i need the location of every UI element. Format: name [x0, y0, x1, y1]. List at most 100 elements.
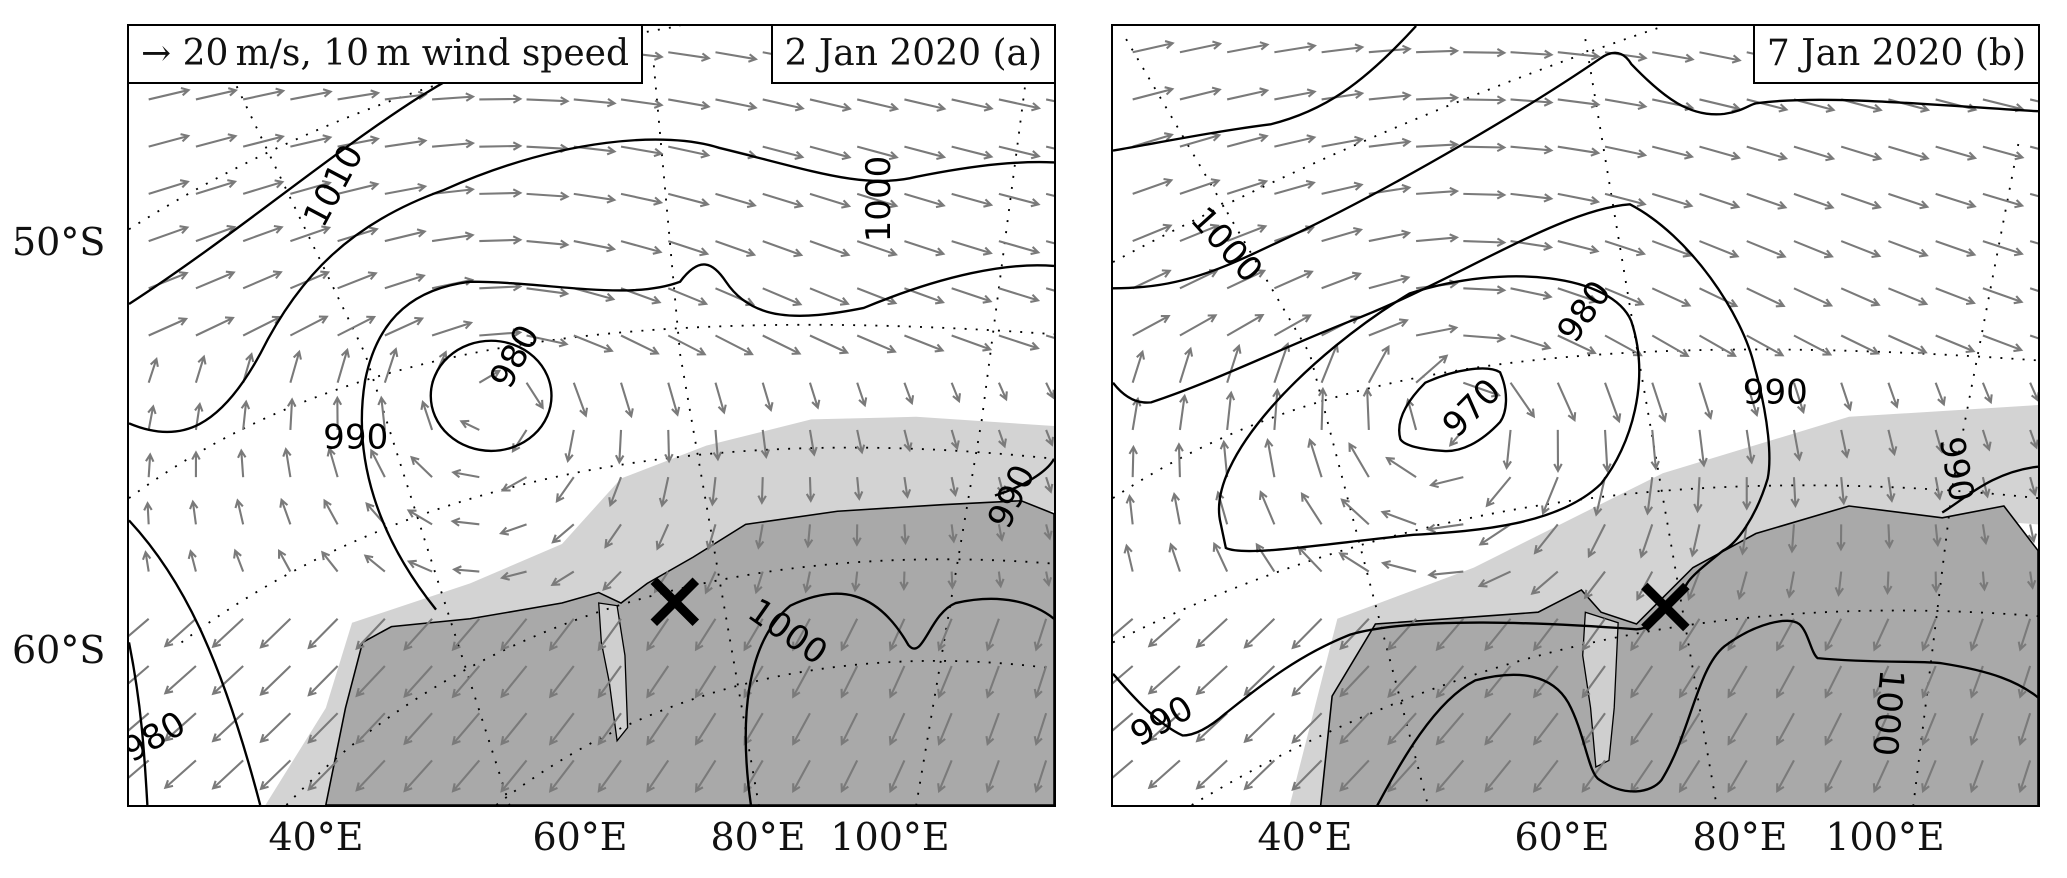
wind-arrow	[1255, 542, 1276, 573]
wind-arrow	[147, 404, 157, 431]
wind-arrow	[1195, 618, 1228, 649]
wind-arrow	[499, 570, 527, 581]
wind-arrow	[1132, 86, 1175, 101]
wind-arrow	[904, 98, 947, 112]
wind-arrow	[1651, 192, 1694, 209]
wind-arrow	[1557, 192, 1601, 206]
wind-arrow	[1532, 712, 1559, 746]
wind-arrow	[1226, 313, 1265, 337]
wind-arrow	[1291, 712, 1323, 744]
wind-arrow	[1887, 334, 1928, 354]
wind-arrow	[1339, 759, 1370, 792]
wind-arrow	[1510, 145, 1554, 155]
wind-arrow	[809, 287, 850, 306]
wind-arrow	[1416, 140, 1460, 150]
lat-label-60s: 60°S	[12, 628, 106, 672]
wind-arrow	[997, 382, 1008, 402]
contour-sw2	[129, 642, 149, 805]
wind-arrow	[500, 759, 528, 793]
contour-1000-south	[1376, 619, 2038, 805]
wind-arrow	[760, 429, 771, 460]
wind-arrow	[1689, 524, 1701, 558]
wind-arrow	[694, 759, 717, 793]
wind-arrow	[1113, 712, 1134, 732]
wind-arrow	[1745, 429, 1756, 465]
wind-arrow	[1836, 524, 1846, 552]
x-mark-icon	[1641, 582, 1690, 632]
wind-arrow	[548, 618, 575, 652]
wind-arrow	[1557, 51, 1601, 61]
wind-arrow	[755, 524, 765, 550]
wind-arrow	[1593, 476, 1607, 517]
wind-arrow	[856, 287, 898, 306]
wind-arrow	[1510, 97, 1554, 107]
wind-arrow	[714, 382, 727, 415]
wind-arrow	[1824, 712, 1843, 746]
wind-arrow	[1934, 382, 1946, 407]
wind-arrow	[840, 712, 859, 746]
wind-arrow	[1463, 333, 1507, 343]
wind-arrow	[479, 328, 523, 338]
wind-arrow	[1128, 444, 1138, 478]
contour-label: 970	[1435, 371, 1509, 445]
wind-arrow	[903, 429, 913, 453]
wind-arrow	[998, 145, 1041, 160]
wind-arrow	[1132, 132, 1174, 148]
wind-arrow	[406, 509, 433, 526]
wind-arrow	[1776, 712, 1795, 746]
wind-arrow	[597, 759, 622, 793]
wind-arrow	[1147, 759, 1181, 790]
wind-arrow	[451, 665, 481, 699]
sea-ice	[1289, 405, 2038, 805]
wind-arrow	[384, 228, 427, 243]
wind-arrow	[1792, 382, 1806, 415]
wind-arrow	[888, 665, 906, 699]
wind-arrow	[1170, 491, 1181, 525]
contour-label: 990	[1743, 373, 1808, 413]
contour-label: 980	[482, 319, 548, 395]
wind-arrow	[1932, 524, 1942, 548]
wind-arrow	[1980, 524, 1990, 546]
wind-arrow	[1793, 192, 1835, 210]
wind-arrow	[148, 317, 189, 337]
wind-arrow	[1043, 524, 1053, 541]
wind-arrow	[211, 618, 244, 649]
wind-arrow	[1650, 429, 1660, 471]
wind-arrow	[743, 618, 764, 652]
wind-arrow	[1785, 571, 1796, 599]
wind-arrow	[1727, 759, 1748, 793]
wind-arrow	[1698, 334, 1737, 357]
wind-arrow	[240, 399, 251, 431]
wind-arrow	[809, 240, 851, 258]
wind-arrow	[985, 665, 1000, 699]
wind-arrow	[1132, 269, 1172, 290]
wind-arrow	[1321, 271, 1362, 290]
wind-arrow	[1557, 287, 1599, 304]
wind-arrow	[1921, 760, 1937, 794]
wind-arrow	[1045, 98, 1054, 103]
wind-arrow	[1415, 324, 1459, 337]
wind-arrow	[995, 571, 1005, 589]
wind-arrow	[129, 712, 150, 732]
wind-arrow	[1888, 240, 1929, 258]
wind-arrow	[1776, 759, 1795, 794]
wind-arrow	[808, 429, 818, 457]
wind-arrow	[950, 429, 960, 451]
wind-arrow	[1435, 665, 1465, 699]
wind-arrow	[1462, 381, 1501, 398]
wind-arrow	[856, 429, 866, 455]
wind-arrow	[1792, 429, 1803, 462]
wind-arrow	[948, 524, 958, 544]
wind-arrow	[937, 760, 953, 794]
wind-arrow	[526, 191, 570, 201]
wind-arrow	[1339, 665, 1370, 698]
wind-arrow	[451, 759, 481, 793]
wind-arrow	[715, 51, 758, 63]
contour-1000	[129, 138, 1054, 434]
wind-arrow	[888, 712, 906, 746]
wind-arrow	[259, 759, 292, 791]
wind-arrow	[1273, 341, 1291, 384]
wind-arrow	[1291, 665, 1323, 697]
wind-arrow	[708, 477, 718, 507]
wind-arrow	[1132, 223, 1173, 243]
